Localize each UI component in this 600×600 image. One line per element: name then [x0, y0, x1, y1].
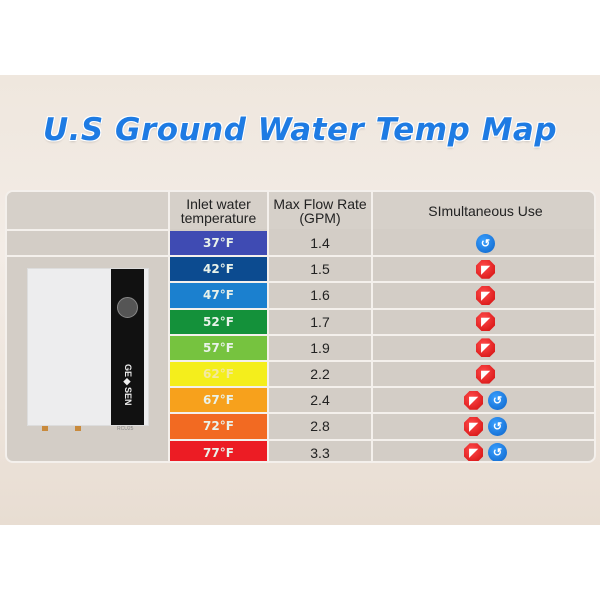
simultaneous-use-cell: ◤: [373, 257, 594, 281]
temp-cell: 42°F: [170, 257, 267, 282]
row-divider: [170, 412, 594, 415]
simultaneous-use-cell: ◤: [373, 283, 594, 307]
faucet-icon: ◤: [476, 285, 495, 305]
flow-rate-cell: 1.9: [310, 339, 330, 356]
faucet-icon: ◤: [476, 259, 495, 279]
header-max-flow: Max Flow Rate (GPM): [269, 192, 371, 229]
temp-cell: 77°F: [170, 440, 267, 461]
header-inlet-temp: Inlet water temperature: [170, 192, 267, 229]
flow-rate-cell: 2.4: [310, 392, 330, 409]
flow-rate-table: Inlet water temperature Max Flow Rate (G…: [5, 190, 596, 463]
simultaneous-use-cell: ◤ ↺: [373, 441, 594, 461]
row-divider: [170, 360, 594, 362]
shower-icon: ↺: [476, 233, 495, 253]
row-divider: [170, 333, 594, 336]
temp-cell: 62°F: [170, 362, 267, 387]
heater-control-panel: [111, 269, 144, 425]
temp-cell: 52°F: [170, 309, 267, 334]
flow-rate-cell: 1.4: [310, 235, 330, 252]
page-title: U.S Ground Water Temp Map: [42, 112, 558, 148]
flow-rate-cell: 1.6: [310, 287, 330, 304]
temp-cell: 47°F: [170, 283, 267, 308]
header-simultaneous-use: SImultaneous Use: [373, 192, 594, 229]
faucet-icon: ◤: [476, 312, 495, 332]
faucet-icon: ◤: [476, 364, 495, 384]
shower-icon: ↺: [488, 416, 507, 436]
header-blank: [7, 192, 168, 229]
faucet-icon: ◤: [464, 390, 483, 410]
simultaneous-use-cell: ◤: [373, 310, 594, 334]
faucet-icon: ◤: [464, 416, 483, 436]
simultaneous-use-cell: ◤: [373, 336, 594, 360]
model-label: RCU25: [117, 426, 134, 432]
simultaneous-use-cell: ◤: [373, 362, 594, 386]
heater-display-dial: [117, 297, 138, 318]
flow-rate-cell: 1.7: [310, 313, 330, 330]
faucet-icon: ◤: [476, 338, 495, 358]
shower-icon: ↺: [488, 390, 507, 410]
temp-cell: 37°F: [170, 231, 267, 256]
temp-cell: 67°F: [170, 388, 267, 413]
flow-rate-cell: 3.3: [310, 444, 330, 461]
row-divider: [170, 438, 594, 441]
simultaneous-use-cell: ↺: [373, 231, 594, 255]
brand-logo: GE◆SEN: [123, 364, 133, 406]
faucet-icon: ◤: [464, 443, 483, 461]
pipe-outlet: [75, 426, 81, 431]
simultaneous-use-cell: ◤ ↺: [373, 414, 594, 438]
flow-rate-cell: 2.2: [310, 366, 330, 383]
row-divider: [170, 255, 594, 258]
shower-icon: ↺: [488, 443, 507, 461]
row-divider: [170, 281, 594, 284]
flow-rate-cell: 1.5: [310, 261, 330, 278]
row-divider: [170, 386, 594, 389]
simultaneous-use-cell: ◤ ↺: [373, 388, 594, 412]
temp-cell: 57°F: [170, 335, 267, 360]
row-divider: [170, 307, 594, 310]
pipe-inlet: [42, 426, 48, 431]
flow-rate-cell: 2.8: [310, 418, 330, 435]
temp-cell: 72°F: [170, 414, 267, 439]
